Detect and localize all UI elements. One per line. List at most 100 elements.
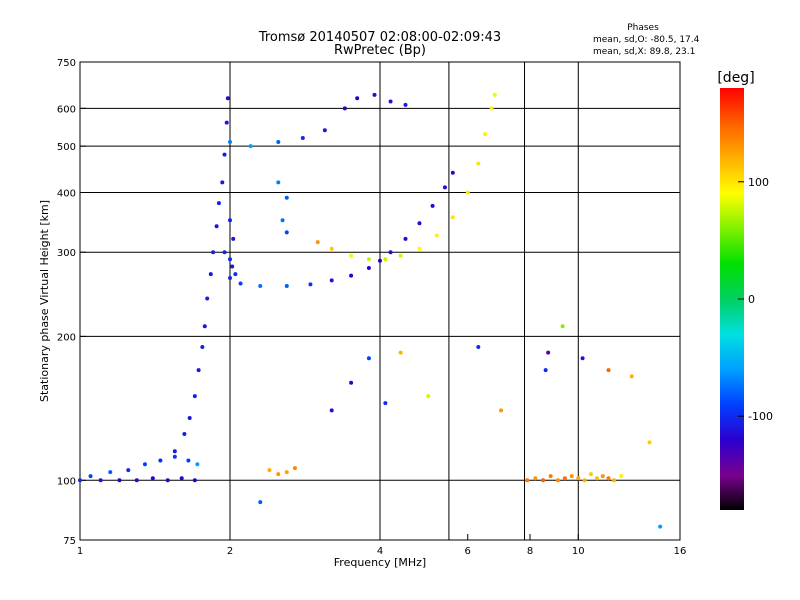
data-point-7-5 [562, 476, 567, 481]
phases-o-stats: mean, sd,O: -80.5, 17.4 [593, 35, 700, 45]
data-point-1-15 [225, 96, 230, 101]
data-point-9-3 [383, 401, 388, 406]
data-point-4-8 [450, 215, 455, 220]
axis-ticks: 1 2 4 6 8 10 16 75 100 200 300 400 500 600 750 [57, 58, 686, 557]
phases-heading: Phases [627, 23, 659, 33]
data-point-9-11 [606, 368, 611, 373]
data-point-2-5 [231, 236, 236, 241]
data-point-3-3 [284, 283, 289, 288]
data-point-7-8 [582, 478, 587, 483]
data-point-9-16 [543, 368, 548, 373]
colorbar-label: [deg] [717, 70, 754, 86]
y-axis-label: Stationary phase Virtual Height [km] [38, 200, 51, 402]
data-point-2-4 [228, 218, 232, 223]
data-point-9-8 [546, 350, 551, 355]
data-point-4-10 [476, 161, 481, 166]
data-point-1-9 [211, 250, 216, 255]
data-point-7-14 [619, 474, 624, 479]
colorbar-tick-label-1: 0 [748, 293, 755, 306]
data-point-7-13 [612, 478, 617, 483]
data-point-4-9 [465, 190, 470, 195]
data-point-5-4 [322, 128, 327, 133]
data-point-4-1 [329, 246, 334, 251]
data-point-4-13 [492, 92, 497, 97]
x-tick-label-1: 2 [227, 546, 233, 557]
data-point-4-4 [383, 257, 388, 262]
data-point-3-7 [366, 266, 371, 271]
data-point-5-3 [300, 136, 305, 141]
y-tick-label-0: 75 [63, 536, 76, 547]
data-point-1-2 [187, 415, 192, 420]
data-point-1-0 [172, 449, 177, 454]
data-point-9-4 [398, 350, 403, 355]
data-point-0-5 [126, 468, 131, 473]
data-point-0-0 [78, 478, 82, 483]
data-point-9-7 [499, 408, 504, 413]
data-point-7-6 [569, 474, 574, 479]
data-point-6-2 [280, 218, 285, 223]
data-point-4-0 [315, 240, 320, 245]
data-point-7-10 [594, 476, 599, 481]
data-point-6-1 [284, 195, 289, 200]
data-points [78, 92, 663, 529]
y-tick-label-6: 600 [57, 104, 76, 115]
data-point-7-9 [588, 472, 593, 477]
data-point-7-3 [548, 474, 553, 479]
data-point-1-4 [196, 368, 201, 373]
data-point-0-10 [165, 478, 170, 483]
data-point-4-2 [349, 253, 354, 258]
y-tick-label-2: 200 [57, 332, 76, 343]
data-point-4-5 [398, 253, 403, 258]
data-point-3-1 [238, 281, 243, 286]
data-point-8-0 [267, 468, 272, 473]
data-point-1-13 [222, 152, 227, 157]
x-tick-label-5: 10 [572, 546, 585, 557]
y-tick-label-4: 400 [57, 188, 76, 199]
data-point-0-8 [150, 476, 155, 481]
data-point-1-6 [202, 324, 207, 329]
data-point-0-12 [179, 476, 184, 481]
data-point-3-5 [329, 278, 334, 283]
data-point-2-3 [233, 272, 238, 277]
data-point-3-2 [258, 283, 263, 288]
grid-lines [80, 62, 680, 540]
x-tick-label-0: 1 [77, 546, 83, 557]
data-point-3-0 [228, 275, 232, 280]
data-point-0-11 [172, 454, 177, 459]
data-point-5-5 [342, 106, 347, 111]
data-point-9-2 [366, 356, 371, 361]
phases-x-stats: mean, sd,X: 89.8, 23.1 [593, 47, 695, 57]
data-point-0-6 [134, 478, 139, 483]
data-point-1-5 [200, 345, 205, 350]
data-point-3-4 [308, 282, 313, 287]
data-point-5-7 [372, 92, 377, 97]
chart-title-line2: RwPretec (Bp) [334, 43, 426, 58]
data-point-0-15 [195, 462, 200, 467]
data-point-4-11 [483, 132, 488, 137]
data-point-8-2 [284, 470, 289, 475]
x-tick-label-3: 6 [465, 546, 471, 557]
data-point-0-4 [117, 478, 122, 483]
y-tick-label-7: 750 [57, 58, 76, 69]
data-point-7-12 [606, 476, 611, 481]
data-point-9-13 [647, 440, 652, 445]
data-point-5-0 [228, 140, 232, 145]
data-point-4-7 [434, 233, 439, 238]
data-point-5-6 [355, 96, 360, 101]
data-point-3-13 [442, 185, 447, 190]
data-point-7-7 [576, 476, 581, 481]
data-point-9-5 [426, 394, 431, 399]
data-point-5-2 [276, 140, 281, 145]
data-point-9-15 [258, 500, 263, 505]
data-point-2-2 [230, 264, 235, 269]
data-point-3-14 [450, 170, 455, 175]
data-point-3-11 [417, 221, 422, 226]
data-point-4-12 [489, 106, 494, 111]
data-point-1-14 [224, 120, 229, 125]
data-point-9-6 [476, 345, 481, 350]
data-point-1-11 [216, 201, 221, 206]
data-point-1-10 [214, 224, 219, 229]
data-point-3-8 [378, 258, 382, 263]
data-point-0-9 [158, 458, 163, 463]
